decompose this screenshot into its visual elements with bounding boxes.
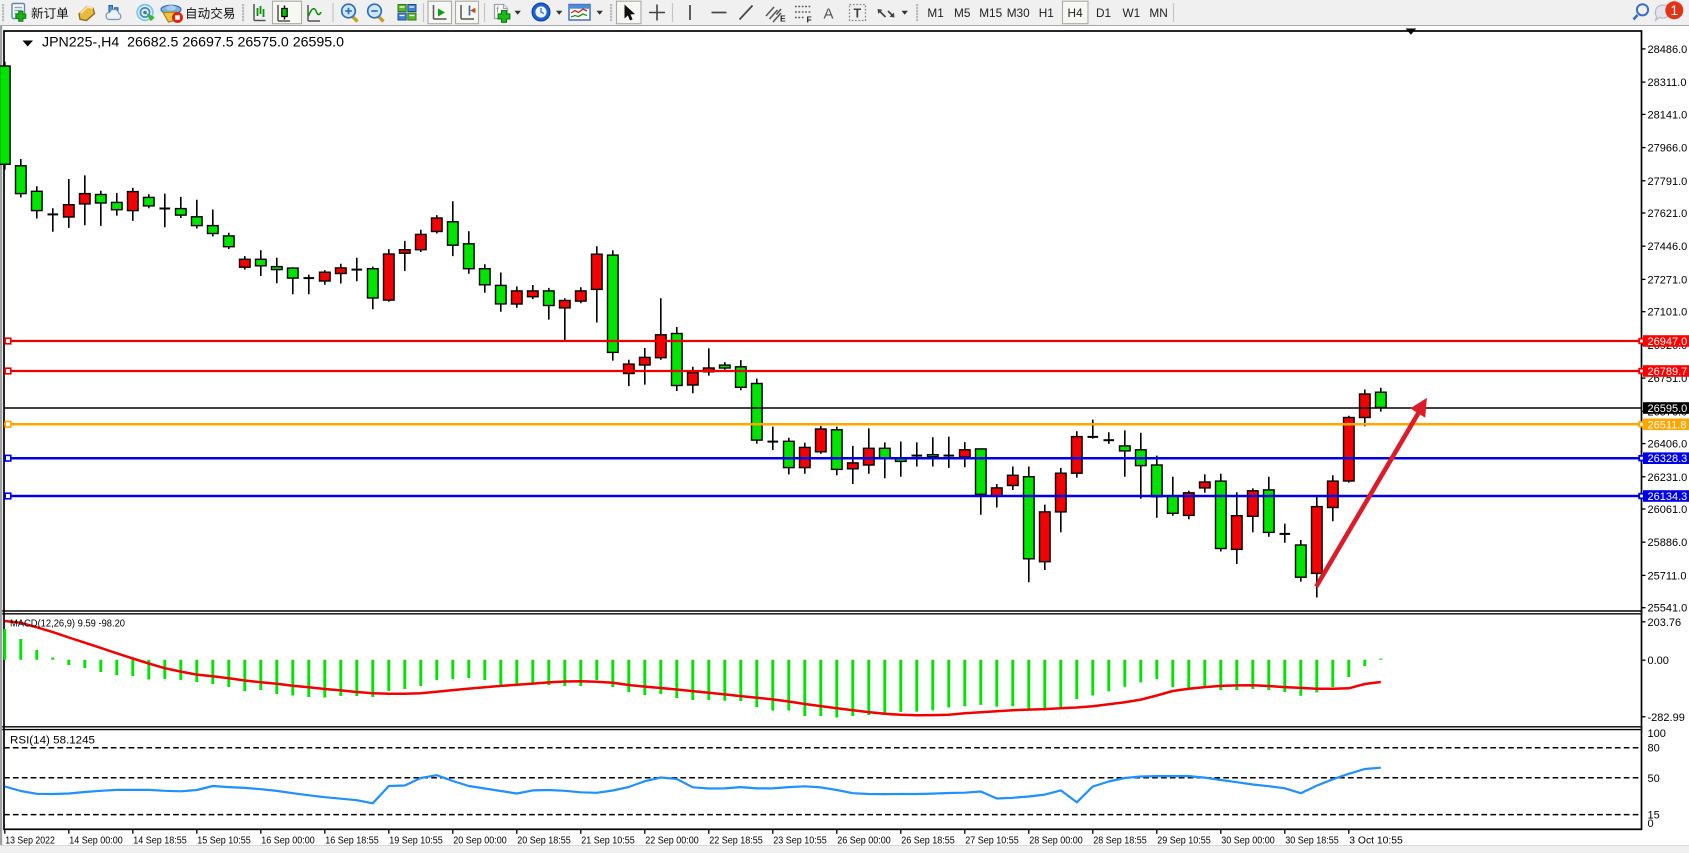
- svg-text:20 Sep 00:00: 20 Sep 00:00: [453, 836, 507, 847]
- svg-text:14 Sep 00:00: 14 Sep 00:00: [69, 836, 123, 847]
- svg-text:1: 1: [1671, 3, 1679, 18]
- svg-text:27621.0: 27621.0: [1648, 208, 1688, 220]
- svg-text:27271.0: 27271.0: [1648, 274, 1688, 286]
- svg-text:14 Sep 18:55: 14 Sep 18:55: [133, 836, 187, 847]
- svg-text:F: F: [807, 15, 812, 25]
- svg-text:28311.0: 28311.0: [1648, 77, 1687, 89]
- svg-text:27791.0: 27791.0: [1648, 176, 1688, 188]
- svg-text:25541.0: 25541.0: [1648, 603, 1688, 615]
- svg-text:26328.3: 26328.3: [1648, 453, 1688, 465]
- svg-text:26 Sep 00:00: 26 Sep 00:00: [837, 836, 891, 847]
- svg-text:203.76: 203.76: [1648, 617, 1682, 629]
- svg-text:MACD(12,26,9) 9.59 -98.20: MACD(12,26,9) 9.59 -98.20: [10, 619, 125, 630]
- svg-text:100: 100: [1648, 728, 1666, 740]
- svg-text:26595.0: 26595.0: [1648, 403, 1688, 415]
- svg-text:16 Sep 00:00: 16 Sep 00:00: [261, 836, 315, 847]
- svg-text:A: A: [824, 6, 834, 23]
- svg-text:30 Sep 00:00: 30 Sep 00:00: [1221, 836, 1275, 847]
- svg-text:E: E: [780, 14, 786, 24]
- svg-text:f: f: [497, 6, 500, 15]
- svg-text:27101.0: 27101.0: [1648, 307, 1688, 319]
- svg-text:28 Sep 00:00: 28 Sep 00:00: [1029, 836, 1083, 847]
- svg-text:D1: D1: [1096, 6, 1111, 20]
- svg-text:M15: M15: [979, 6, 1002, 20]
- svg-text:22 Sep 00:00: 22 Sep 00:00: [645, 836, 699, 847]
- svg-text:26947.0: 26947.0: [1648, 336, 1688, 348]
- svg-text:29 Sep 10:55: 29 Sep 10:55: [1157, 836, 1211, 847]
- svg-text:27966.0: 27966.0: [1648, 143, 1688, 155]
- svg-text:RSI(14) 58.1245: RSI(14) 58.1245: [10, 735, 95, 747]
- svg-text:30 Sep 18:55: 30 Sep 18:55: [1285, 836, 1339, 847]
- svg-text:23 Sep 10:55: 23 Sep 10:55: [773, 836, 827, 847]
- svg-text:28141.0: 28141.0: [1648, 109, 1688, 121]
- svg-text:19 Sep 10:55: 19 Sep 10:55: [389, 836, 443, 847]
- svg-text:0: 0: [1648, 818, 1654, 830]
- svg-text:26231.0: 26231.0: [1648, 472, 1688, 484]
- svg-text:26511.8: 26511.8: [1648, 419, 1687, 431]
- svg-text:M30: M30: [1007, 6, 1030, 20]
- svg-text:25886.0: 25886.0: [1648, 537, 1688, 549]
- svg-text:T: T: [854, 7, 862, 21]
- svg-text:26789.7: 26789.7: [1648, 366, 1688, 378]
- svg-text:M5: M5: [954, 6, 971, 20]
- svg-text:28486.0: 28486.0: [1648, 44, 1688, 56]
- svg-text:W1: W1: [1123, 6, 1141, 20]
- svg-text:16 Sep 18:55: 16 Sep 18:55: [325, 836, 379, 847]
- svg-text:26061.0: 26061.0: [1648, 504, 1688, 516]
- svg-text:M1: M1: [927, 6, 943, 20]
- svg-text:80: 80: [1648, 743, 1660, 755]
- svg-text:20 Sep 18:55: 20 Sep 18:55: [517, 836, 571, 847]
- svg-text:15 Sep 10:55: 15 Sep 10:55: [197, 836, 251, 847]
- svg-text:21 Sep 10:55: 21 Sep 10:55: [581, 836, 635, 847]
- svg-text:MN: MN: [1149, 6, 1167, 20]
- svg-text:-282.99: -282.99: [1648, 712, 1685, 724]
- svg-text:26406.0: 26406.0: [1648, 439, 1688, 451]
- svg-text:25711.0: 25711.0: [1648, 570, 1687, 582]
- svg-text:26134.3: 26134.3: [1648, 491, 1688, 503]
- svg-text:28 Sep 18:55: 28 Sep 18:55: [1093, 836, 1147, 847]
- svg-text:27 Sep 10:55: 27 Sep 10:55: [965, 836, 1019, 847]
- svg-text:3 Oct 10:55: 3 Oct 10:55: [1349, 836, 1403, 847]
- svg-text:15: 15: [1648, 810, 1660, 822]
- svg-text:22 Sep 18:55: 22 Sep 18:55: [709, 836, 763, 847]
- svg-text:H4: H4: [1068, 6, 1084, 20]
- svg-text:26 Sep 18:55: 26 Sep 18:55: [901, 836, 955, 847]
- svg-text:H1: H1: [1039, 6, 1054, 20]
- svg-text:27446.0: 27446.0: [1648, 241, 1688, 253]
- svg-text:JPN225-,H4 26682.5 26697.5 26: JPN225-,H4 26682.5 26697.5 26575.0 26595…: [42, 35, 344, 50]
- svg-text:0.00: 0.00: [1648, 655, 1669, 667]
- svg-text:50: 50: [1648, 773, 1660, 785]
- svg-text:13 Sep 2022: 13 Sep 2022: [5, 836, 55, 847]
